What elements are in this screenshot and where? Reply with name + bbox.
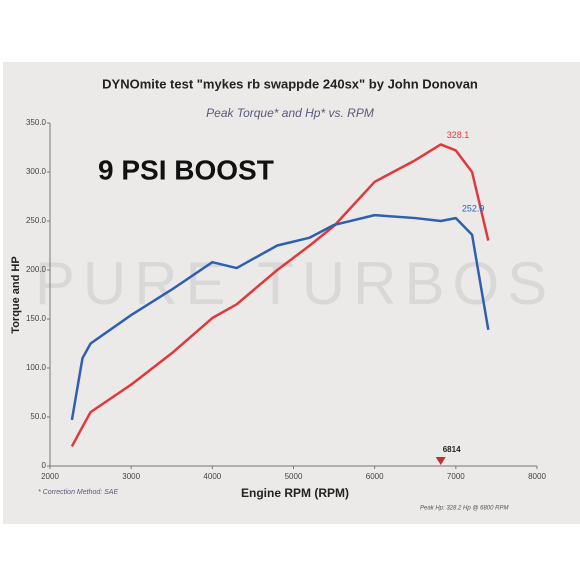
chart-subtitle: Peak Torque* and Hp* vs. RPM bbox=[206, 106, 374, 120]
y-tick-label: 0 bbox=[42, 461, 47, 470]
y-tick-label: 100.0 bbox=[26, 363, 47, 372]
y-axis-label: Torque and HP bbox=[10, 256, 22, 333]
y-tick-label: 350.0 bbox=[26, 118, 47, 127]
y-tick-label: 200.0 bbox=[26, 265, 47, 274]
x-tick-label: 5000 bbox=[285, 472, 303, 481]
x-tick-label: 7000 bbox=[447, 472, 465, 481]
footnote: * Correction Method: SAE bbox=[38, 489, 118, 496]
x-tick-label: 8000 bbox=[528, 472, 546, 481]
peak-label: 252.9 bbox=[462, 204, 485, 214]
y-tick-label: 50.0 bbox=[30, 412, 46, 421]
peak-note: Peak Hp: 328.2 Hp @ 6800 RPM bbox=[420, 506, 508, 512]
x-axis-label: Engine RPM (RPM) bbox=[241, 486, 349, 500]
rpm-marker-label: 6814 bbox=[443, 445, 461, 454]
x-tick-label: 2000 bbox=[41, 472, 59, 481]
peak-label: 328.1 bbox=[447, 130, 470, 140]
series-line bbox=[70, 213, 490, 421]
series-line bbox=[70, 143, 490, 447]
paper bbox=[3, 62, 580, 524]
x-tick-label: 3000 bbox=[122, 472, 140, 481]
y-tick-label: 300.0 bbox=[26, 167, 47, 176]
y-tick-label: 250.0 bbox=[26, 216, 47, 225]
x-tick-label: 6000 bbox=[366, 472, 384, 481]
x-tick-label: 4000 bbox=[203, 472, 221, 481]
chart-title: DYNOmite test "mykes rb swappde 240sx" b… bbox=[102, 76, 478, 91]
rpm-marker bbox=[435, 457, 446, 465]
boost-annotation: 9 PSI BOOST bbox=[98, 154, 274, 185]
y-tick-label: 150.0 bbox=[26, 314, 47, 323]
